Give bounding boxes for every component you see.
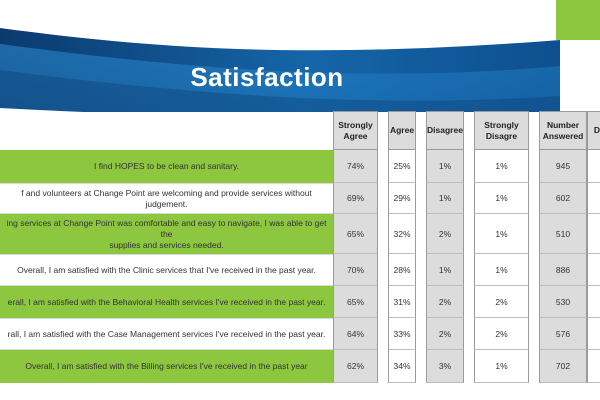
column-header-disagree: Disagree [426, 111, 464, 150]
cell-strongly-agree: 70% [333, 254, 378, 286]
cell-strongly-disagree: 1% [474, 254, 529, 286]
row-statement: erall, I am satisfied with the Behaviora… [0, 286, 333, 318]
cell-strongly-disagree: 2% [474, 318, 529, 350]
column-header-number-answered: Number Answered [539, 111, 587, 150]
column-header-cut-off: D [587, 111, 600, 150]
cell-strongly-disagree: 1% [474, 150, 529, 183]
cell-agree: 31% [388, 286, 416, 318]
column-header-strongly-disagree: Strongly Disagre [474, 111, 529, 150]
slide-title: Satisfaction [190, 62, 344, 92]
cell-disagree: 3% [426, 350, 464, 383]
row-statement: ing services at Change Point was comfort… [0, 214, 333, 254]
cell-cut-off [587, 350, 600, 383]
cell-cut-off [587, 150, 600, 183]
cell-strongly-disagree: 1% [474, 183, 529, 214]
cell-number-answered: 576 [539, 318, 587, 350]
cell-agree: 34% [388, 350, 416, 383]
column-header-strongly-agree: Strongly Agree [333, 111, 378, 150]
row-statement: f and volunteers at Change Point are wel… [0, 183, 333, 214]
cell-agree: 32% [388, 214, 416, 254]
cell-number-answered: 510 [539, 214, 587, 254]
row-statement: rall, I am satisfied with the Case Manag… [0, 318, 333, 350]
cell-number-answered: 702 [539, 350, 587, 383]
cell-agree: 33% [388, 318, 416, 350]
cell-disagree: 2% [426, 214, 464, 254]
cell-strongly-disagree: 1% [474, 350, 529, 383]
cell-strongly-agree: 62% [333, 350, 378, 383]
row-statement: Overall, I am satisfied with the Billing… [0, 350, 333, 383]
cell-strongly-agree: 65% [333, 286, 378, 318]
cell-strongly-agree: 65% [333, 214, 378, 254]
cell-agree: 25% [388, 150, 416, 183]
cell-strongly-disagree: 1% [474, 214, 529, 254]
cell-disagree: 2% [426, 318, 464, 350]
cell-strongly-agree: 69% [333, 183, 378, 214]
accent-corner-block [556, 0, 600, 40]
cell-strongly-agree: 64% [333, 318, 378, 350]
cell-disagree: 1% [426, 254, 464, 286]
cell-cut-off [587, 318, 600, 350]
row-statement: Overall, I am satisfied with the Clinic … [0, 254, 333, 286]
cell-cut-off [587, 183, 600, 214]
cell-disagree: 2% [426, 286, 464, 318]
cell-disagree: 1% [426, 183, 464, 214]
cell-number-answered: 530 [539, 286, 587, 318]
cell-strongly-disagree: 2% [474, 286, 529, 318]
cell-cut-off [587, 254, 600, 286]
row-statement: I find HOPES to be clean and sanitary. [0, 150, 333, 183]
cell-disagree: 1% [426, 150, 464, 183]
cell-agree: 29% [388, 183, 416, 214]
column-header-agree: Agree [388, 111, 416, 150]
cell-cut-off [587, 286, 600, 318]
cell-number-answered: 945 [539, 150, 587, 183]
cell-number-answered: 602 [539, 183, 587, 214]
cell-cut-off [587, 214, 600, 254]
cell-number-answered: 886 [539, 254, 587, 286]
cell-agree: 28% [388, 254, 416, 286]
cell-strongly-agree: 74% [333, 150, 378, 183]
